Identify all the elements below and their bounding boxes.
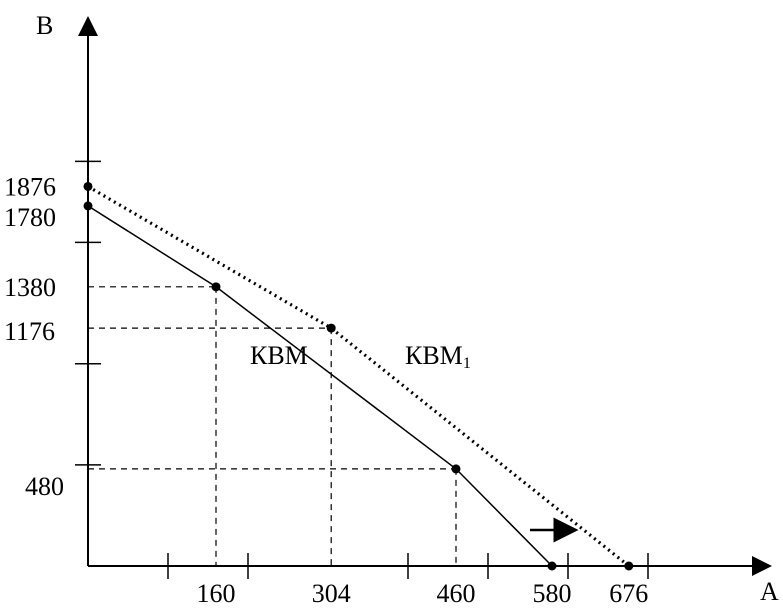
guide-lines (88, 286, 457, 566)
data-point (326, 323, 336, 333)
data-point (451, 464, 461, 474)
x-tick-label: 580 (533, 579, 572, 608)
y-tick-label: 480 (25, 472, 64, 501)
series-layer (83, 181, 634, 571)
data-point (211, 282, 221, 292)
series-label-kvm1: КВМ1 (405, 341, 471, 372)
y-axis-title: B (36, 11, 53, 40)
kvm-curve (87, 205, 553, 567)
kvm1-curve (87, 185, 630, 568)
x-tick-label: 460 (437, 579, 476, 608)
data-point (624, 561, 634, 571)
series-label-kvm: КВМ (250, 341, 308, 370)
y-tick-label: 1176 (4, 317, 55, 346)
y-tick-label: 1380 (4, 273, 56, 302)
x-tick-label: 160 (197, 579, 236, 608)
axes (75, 16, 772, 579)
data-point (83, 201, 93, 211)
y-tick-label: 1876 (4, 172, 56, 201)
data-point (547, 561, 557, 571)
x-tick-label: 304 (312, 579, 351, 608)
x-axis-title: A (760, 577, 779, 606)
x-tick-label: 676 (609, 579, 648, 608)
series-label-subscript: 1 (463, 355, 471, 372)
y-tick-label: 1780 (4, 203, 56, 232)
data-point (83, 181, 93, 191)
